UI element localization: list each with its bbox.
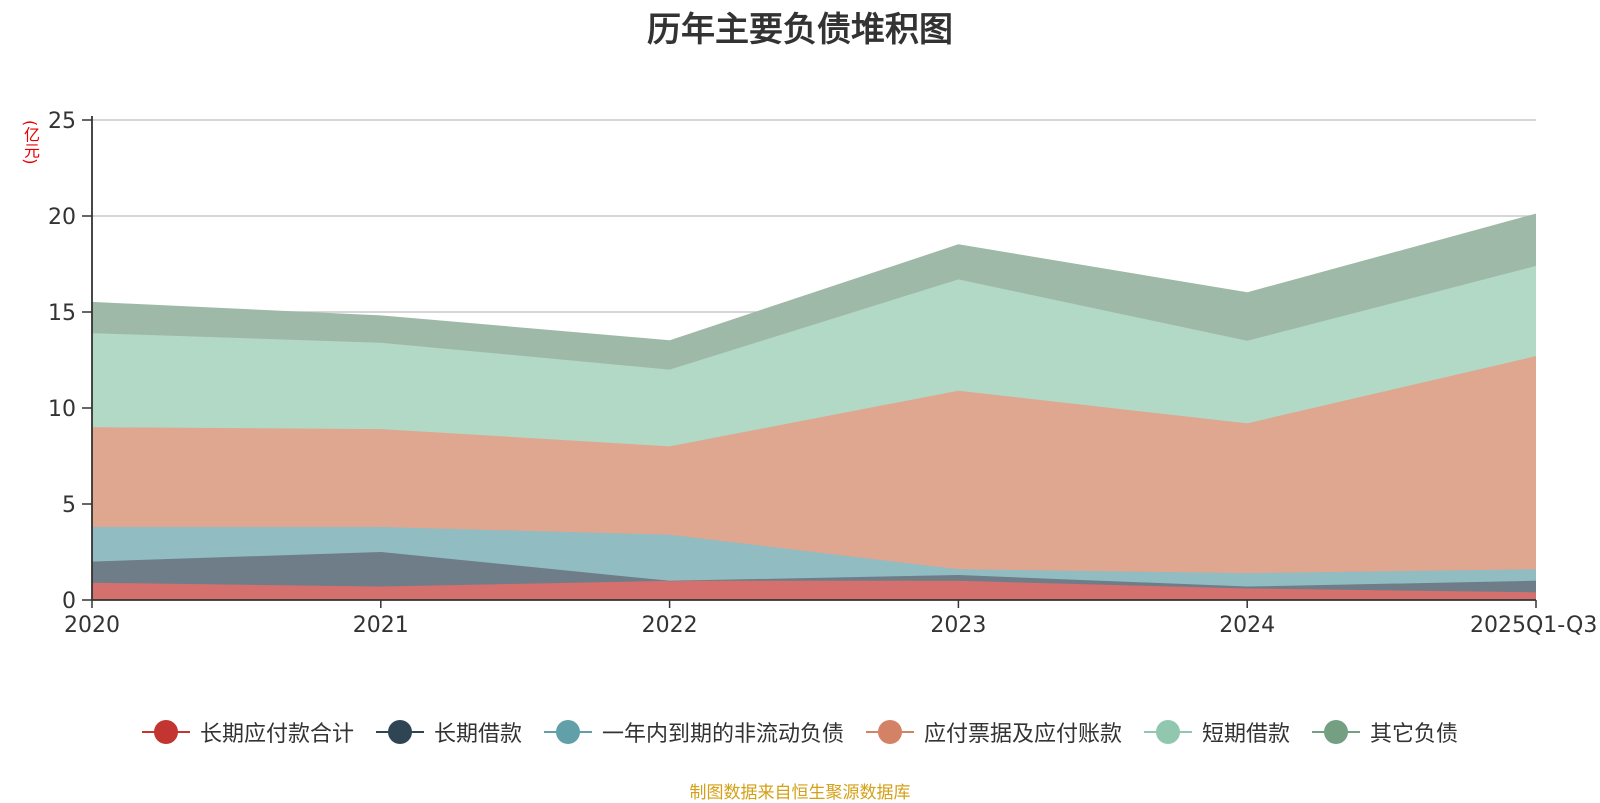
legend-marker-icon <box>1144 719 1193 745</box>
area-series-5 <box>92 214 1536 370</box>
y-tick-label-20: 20 <box>48 205 76 230</box>
legend-marker-icon <box>1312 719 1361 745</box>
x-tick-label-2: 2022 <box>642 613 698 638</box>
axis-layer: 0 5 10 15 20 25 2020 2021 2022 2023 2024 2025Q1-Q3 <box>48 109 1597 638</box>
legend-label: 应付票据及应付账款 <box>924 722 1123 747</box>
y-tick-label-5: 5 <box>62 493 76 518</box>
chart-title: 历年主要负债堆积图 <box>647 10 953 50</box>
legend-item-5[interactable]: 其它负债 <box>1312 716 1458 748</box>
legend-label: 其它负债 <box>1370 722 1459 747</box>
x-tick-label-0: 2020 <box>64 613 120 638</box>
legend-dot <box>1324 720 1349 744</box>
y-tick-label-10: 10 <box>48 397 76 422</box>
legend-dot <box>555 720 580 744</box>
legend-marker-icon <box>866 719 914 745</box>
y-axis-unit-label: (亿元) <box>21 120 40 165</box>
area-series-2 <box>92 527 1536 587</box>
legend-dot <box>153 720 178 744</box>
legend-marker-icon <box>375 719 424 745</box>
plot-area: 0 5 10 15 20 25 2020 2021 2022 2023 2024 2025Q1-Q3 <box>48 109 1597 638</box>
legend-dot <box>387 720 412 744</box>
legend-item-4[interactable]: 短期借款 <box>1144 716 1290 748</box>
y-tick-label-25: 25 <box>48 109 76 134</box>
source-note: 制图数据来自恒生聚源数据库 <box>689 783 911 803</box>
legend-marker-icon <box>141 719 190 745</box>
area-series-1 <box>92 552 1536 593</box>
legend-label: 短期借款 <box>1202 722 1291 747</box>
area-layer <box>91 213 1537 600</box>
x-tick-label-1: 2021 <box>353 613 409 638</box>
legend-item-1[interactable]: 长期借款 <box>375 716 522 748</box>
legend-label: 长期应付款合计 <box>199 722 354 747</box>
x-tick-label-3: 2023 <box>930 613 986 638</box>
area-series-3 <box>92 356 1536 574</box>
area-series-4 <box>92 265 1536 447</box>
legend-dot <box>878 720 902 744</box>
y-tick-label-0: 0 <box>62 589 76 614</box>
legend: 长期应付款合计 长期借款 一年内到期的非流动负债 应付票据及应付账款 短期借款 其它负债 <box>0 716 1600 748</box>
x-tick-label-5: 2025Q1-Q3 <box>1470 613 1597 638</box>
legend-label: 一年内到期的非流动负债 <box>601 722 844 747</box>
legend-dot <box>1156 720 1181 744</box>
x-tick-label-4: 2024 <box>1219 613 1275 638</box>
legend-item-3[interactable]: 应付票据及应付账款 <box>866 716 1122 748</box>
legend-item-0[interactable]: 长期应付款合计 <box>141 716 354 748</box>
y-tick-label-15: 15 <box>48 301 76 326</box>
legend-marker-icon <box>543 719 592 745</box>
legend-item-2[interactable]: 一年内到期的非流动负债 <box>543 716 844 748</box>
area-edge-series-5 <box>91 213 1537 342</box>
legend-label: 长期借款 <box>433 722 522 747</box>
